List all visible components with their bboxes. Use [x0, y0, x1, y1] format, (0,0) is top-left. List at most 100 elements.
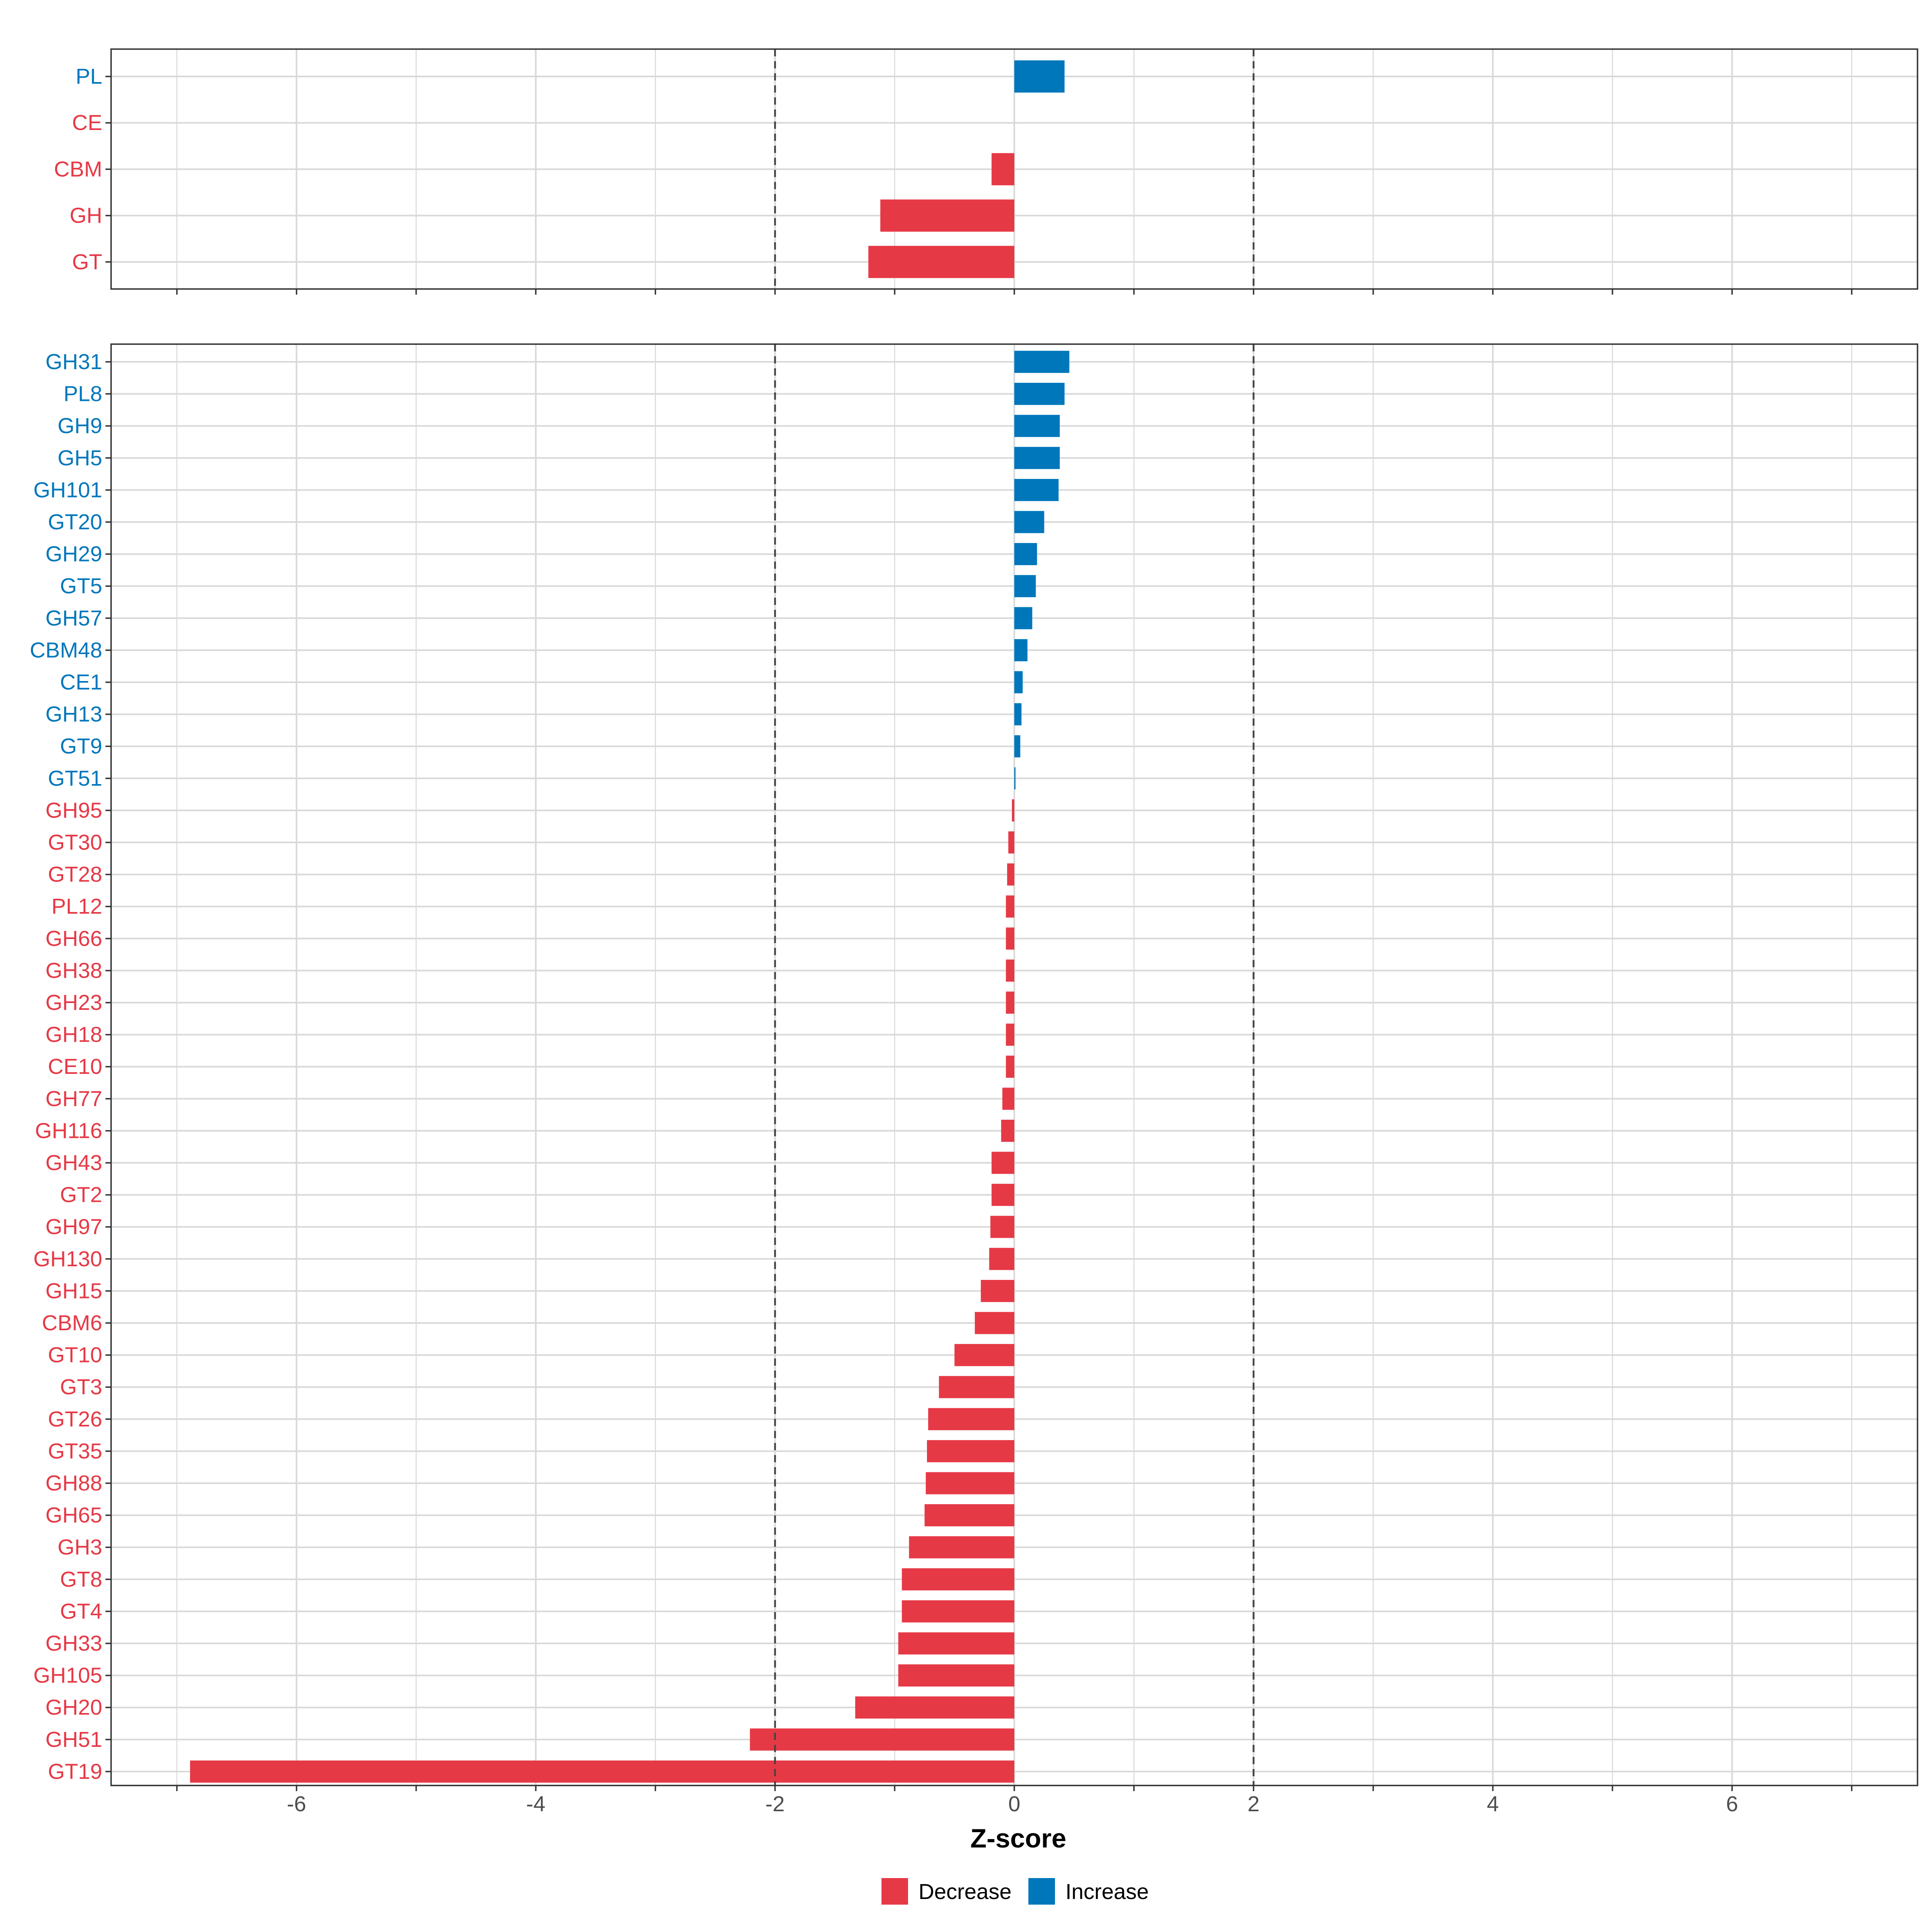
y-tick-label: GH88 [45, 1471, 102, 1495]
y-tick-label: GH18 [45, 1023, 102, 1047]
bar-cbm6 [974, 1312, 1014, 1334]
y-tick-label: GT51 [48, 766, 102, 791]
y-tick-label: GH95 [45, 798, 102, 822]
y-tick-label: GH3 [58, 1535, 102, 1559]
bar-gt10 [954, 1344, 1014, 1366]
bar-gt [868, 246, 1014, 278]
y-tick-label: PL12 [52, 894, 102, 919]
y-tick-label: GH15 [45, 1279, 102, 1303]
bar-gh31 [1014, 351, 1069, 373]
x-tick-label: 2 [1247, 1792, 1259, 1816]
bar-gt8 [902, 1568, 1014, 1591]
legend-label-decrease: Decrease [919, 1880, 1011, 1904]
bar-gh101 [1014, 479, 1059, 501]
y-tick-label: CE1 [60, 670, 102, 694]
y-tick-label: GH43 [45, 1151, 102, 1175]
y-tick-label: GT9 [60, 734, 102, 758]
y-tick-label: GH20 [45, 1695, 102, 1719]
legend-swatch-decrease [881, 1878, 908, 1905]
y-tick-label: GH101 [33, 478, 102, 502]
bar-ce1 [1014, 671, 1023, 694]
y-tick-label: GH66 [45, 927, 102, 951]
bar-ce10 [1006, 1055, 1014, 1078]
bar-gh105 [898, 1664, 1014, 1687]
bar-gt26 [928, 1408, 1014, 1430]
bar-gh15 [980, 1280, 1014, 1302]
y-tick-label: GH13 [45, 702, 102, 727]
y-tick-label: GH29 [45, 542, 102, 566]
y-tick-label: GH65 [45, 1503, 102, 1527]
y-tick-label: CBM48 [30, 638, 102, 662]
y-tick-label: GH57 [45, 606, 102, 630]
class-panel: PL CE CBM GH GT [54, 48, 1918, 295]
bar-pl [1014, 60, 1065, 93]
x-tick-label: -4 [526, 1792, 545, 1816]
y-tick-label: GT19 [48, 1759, 102, 1783]
bar-gh88 [926, 1472, 1014, 1494]
bar-gh3 [909, 1536, 1014, 1558]
y-tick-label: CBM [54, 157, 102, 181]
bar-gh [880, 199, 1014, 232]
x-tick-label: 6 [1726, 1792, 1738, 1816]
y-tick-label: GT26 [48, 1407, 102, 1431]
y-tick-label: CE [72, 111, 102, 135]
bar-gt35 [927, 1440, 1014, 1462]
y-tick-label: GT30 [48, 830, 102, 855]
bar-gh95 [1012, 799, 1014, 822]
bar-gt4 [902, 1600, 1014, 1622]
y-tick-label: GH97 [45, 1215, 102, 1239]
x-axis: -6 -4 -2 0 2 4 6 [287, 1792, 1738, 1816]
bar-gh77 [1002, 1088, 1014, 1110]
bar-cbm48 [1014, 639, 1028, 661]
bar-gh43 [991, 1152, 1014, 1174]
y-tick-label: GH130 [33, 1247, 102, 1271]
y-tick-label: GH31 [45, 350, 102, 374]
bar-gh29 [1014, 543, 1037, 566]
bar-gh57 [1014, 607, 1032, 630]
y-tick-label: GH23 [45, 991, 102, 1015]
y-tick-label: CBM6 [42, 1311, 102, 1335]
y-tick-label: PL [76, 64, 102, 89]
y-tick-label: GH51 [45, 1728, 102, 1752]
y-tick-label: GT20 [48, 510, 102, 534]
y-tick-label: GT4 [60, 1599, 102, 1623]
bar-gh65 [925, 1504, 1014, 1527]
x-axis-title: Z-score [970, 1823, 1066, 1853]
bar-gt3 [939, 1376, 1014, 1398]
bar-gh38 [1006, 959, 1014, 982]
x-tick-label: 4 [1487, 1792, 1499, 1816]
y-tick-label: GH77 [45, 1087, 102, 1111]
bar-gh33 [898, 1632, 1014, 1655]
bar-gt2 [991, 1184, 1014, 1206]
y-tick-label: GT3 [60, 1375, 102, 1399]
bar-pl12 [1006, 895, 1014, 918]
bar-gt9 [1014, 735, 1020, 758]
bar-gt51 [1014, 767, 1016, 790]
y-tick-label: GH38 [45, 958, 102, 983]
y-tick-label: PL8 [64, 382, 102, 406]
legend-label-increase: Increase [1065, 1880, 1149, 1904]
y-tick-label: GH [70, 204, 102, 228]
family-panel: GH31 PL8 GH9 GH5 GH101 GT20 GH29 GT5 GH57 CBM48 CE… [30, 343, 1918, 1791]
bar-gt30 [1008, 831, 1014, 854]
y-tick-label: GT2 [60, 1183, 102, 1207]
legend: Decrease Increase [881, 1878, 1149, 1905]
bar-cbm [991, 153, 1014, 186]
x-tick-label: 0 [1008, 1792, 1020, 1816]
y-tick-label: GH5 [58, 446, 102, 470]
bar-gt20 [1014, 511, 1044, 533]
y-tick-label: GT5 [60, 574, 102, 598]
bar-gh18 [1006, 1024, 1014, 1046]
bar-pl8 [1014, 383, 1065, 405]
bar-gt5 [1014, 575, 1036, 597]
x-tick-label: -2 [766, 1792, 785, 1816]
bar-gh116 [1001, 1119, 1014, 1142]
y-tick-label: CE10 [48, 1055, 102, 1079]
y-tick-label: GH105 [33, 1664, 102, 1688]
bar-gh97 [990, 1216, 1014, 1238]
bar-gh23 [1006, 991, 1014, 1014]
bar-gh66 [1006, 927, 1014, 950]
x-tick-label: -6 [287, 1792, 306, 1816]
bar-gh20 [855, 1696, 1014, 1719]
